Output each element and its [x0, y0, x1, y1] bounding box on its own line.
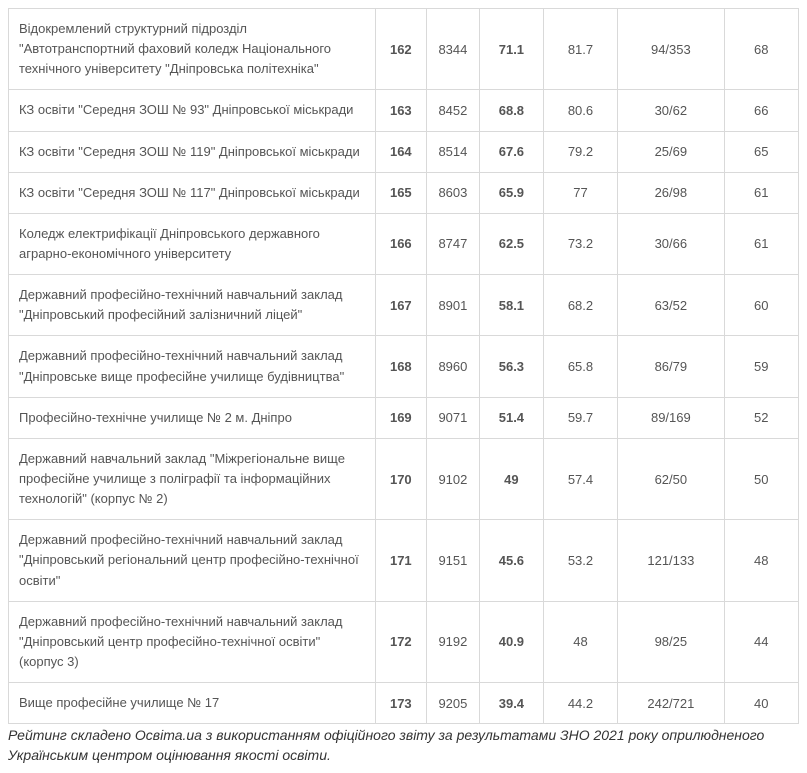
cell-code: 8960	[426, 336, 479, 397]
table-row: Державний професійно-технічний навчальни…	[9, 336, 799, 397]
cell-score1: 40.9	[480, 601, 544, 682]
cell-name: Державний професійно-технічний навчальни…	[9, 520, 376, 601]
cell-rank: 172	[375, 601, 426, 682]
table-row: Професійно-технічне училище № 2 м. Дніпр…	[9, 397, 799, 438]
cell-rank: 165	[375, 172, 426, 213]
table-row: Відокремлений структурний підрозділ "Авт…	[9, 9, 799, 90]
cell-score1: 56.3	[480, 336, 544, 397]
cell-last: 40	[724, 683, 798, 724]
cell-ratio: 121/133	[618, 520, 724, 601]
table-row: Державний професійно-технічний навчальни…	[9, 520, 799, 601]
cell-code: 9102	[426, 438, 479, 519]
footnote-text: Рейтинг складено Освіта.ua з використанн…	[8, 726, 799, 765]
cell-last: 65	[724, 131, 798, 172]
cell-last: 68	[724, 9, 798, 90]
cell-code: 9071	[426, 397, 479, 438]
cell-name: Державний професійно-технічний навчальни…	[9, 275, 376, 336]
cell-rank: 173	[375, 683, 426, 724]
cell-ratio: 98/25	[618, 601, 724, 682]
cell-score2: 44.2	[543, 683, 617, 724]
cell-last: 60	[724, 275, 798, 336]
cell-name: Коледж електрифікації Дніпровського держ…	[9, 213, 376, 274]
cell-score1: 58.1	[480, 275, 544, 336]
cell-name: Державний професійно-технічний навчальни…	[9, 336, 376, 397]
table-row: Коледж електрифікації Дніпровського держ…	[9, 213, 799, 274]
cell-score2: 79.2	[543, 131, 617, 172]
cell-ratio: 30/62	[618, 90, 724, 131]
cell-score1: 45.6	[480, 520, 544, 601]
cell-code: 8452	[426, 90, 479, 131]
table-row: Вище професійне училище № 17173920539.44…	[9, 683, 799, 724]
cell-rank: 164	[375, 131, 426, 172]
cell-score2: 57.4	[543, 438, 617, 519]
ranking-table: Відокремлений структурний підрозділ "Авт…	[8, 8, 799, 724]
cell-score1: 68.8	[480, 90, 544, 131]
table-row: КЗ освіти "Середня ЗОШ № 117" Дніпровськ…	[9, 172, 799, 213]
cell-score2: 73.2	[543, 213, 617, 274]
cell-last: 66	[724, 90, 798, 131]
cell-score2: 65.8	[543, 336, 617, 397]
cell-score1: 62.5	[480, 213, 544, 274]
cell-rank: 171	[375, 520, 426, 601]
cell-ratio: 25/69	[618, 131, 724, 172]
cell-score1: 67.6	[480, 131, 544, 172]
cell-score2: 48	[543, 601, 617, 682]
cell-score1: 49	[480, 438, 544, 519]
table-row: Державний навчальний заклад "Міжрегіонал…	[9, 438, 799, 519]
cell-name: КЗ освіти "Середня ЗОШ № 117" Дніпровськ…	[9, 172, 376, 213]
cell-rank: 163	[375, 90, 426, 131]
cell-score2: 68.2	[543, 275, 617, 336]
cell-score2: 77	[543, 172, 617, 213]
cell-score1: 65.9	[480, 172, 544, 213]
cell-name: Державний навчальний заклад "Міжрегіонал…	[9, 438, 376, 519]
cell-rank: 169	[375, 397, 426, 438]
cell-last: 52	[724, 397, 798, 438]
cell-ratio: 62/50	[618, 438, 724, 519]
cell-score2: 80.6	[543, 90, 617, 131]
cell-name: Професійно-технічне училище № 2 м. Дніпр…	[9, 397, 376, 438]
table-row: КЗ освіти "Середня ЗОШ № 93" Дніпровсько…	[9, 90, 799, 131]
cell-rank: 170	[375, 438, 426, 519]
cell-score2: 81.7	[543, 9, 617, 90]
cell-last: 61	[724, 213, 798, 274]
cell-ratio: 242/721	[618, 683, 724, 724]
cell-rank: 166	[375, 213, 426, 274]
cell-score1: 71.1	[480, 9, 544, 90]
cell-code: 9151	[426, 520, 479, 601]
cell-last: 61	[724, 172, 798, 213]
cell-last: 48	[724, 520, 798, 601]
cell-code: 9205	[426, 683, 479, 724]
cell-last: 59	[724, 336, 798, 397]
cell-score1: 39.4	[480, 683, 544, 724]
table-row: Державний професійно-технічний навчальни…	[9, 601, 799, 682]
cell-rank: 168	[375, 336, 426, 397]
cell-code: 8603	[426, 172, 479, 213]
cell-ratio: 63/52	[618, 275, 724, 336]
cell-rank: 167	[375, 275, 426, 336]
cell-ratio: 86/79	[618, 336, 724, 397]
cell-ratio: 26/98	[618, 172, 724, 213]
table-row: КЗ освіти "Середня ЗОШ № 119" Дніпровськ…	[9, 131, 799, 172]
cell-last: 50	[724, 438, 798, 519]
cell-score2: 59.7	[543, 397, 617, 438]
table-row: Державний професійно-технічний навчальни…	[9, 275, 799, 336]
cell-name: КЗ освіти "Середня ЗОШ № 93" Дніпровсько…	[9, 90, 376, 131]
cell-code: 9192	[426, 601, 479, 682]
cell-ratio: 30/66	[618, 213, 724, 274]
cell-last: 44	[724, 601, 798, 682]
cell-code: 8344	[426, 9, 479, 90]
cell-name: Вище професійне училище № 17	[9, 683, 376, 724]
cell-ratio: 94/353	[618, 9, 724, 90]
cell-name: Державний професійно-технічний навчальни…	[9, 601, 376, 682]
cell-score1: 51.4	[480, 397, 544, 438]
cell-ratio: 89/169	[618, 397, 724, 438]
cell-code: 8514	[426, 131, 479, 172]
cell-code: 8901	[426, 275, 479, 336]
cell-name: КЗ освіти "Середня ЗОШ № 119" Дніпровськ…	[9, 131, 376, 172]
cell-code: 8747	[426, 213, 479, 274]
cell-score2: 53.2	[543, 520, 617, 601]
cell-rank: 162	[375, 9, 426, 90]
cell-name: Відокремлений структурний підрозділ "Авт…	[9, 9, 376, 90]
